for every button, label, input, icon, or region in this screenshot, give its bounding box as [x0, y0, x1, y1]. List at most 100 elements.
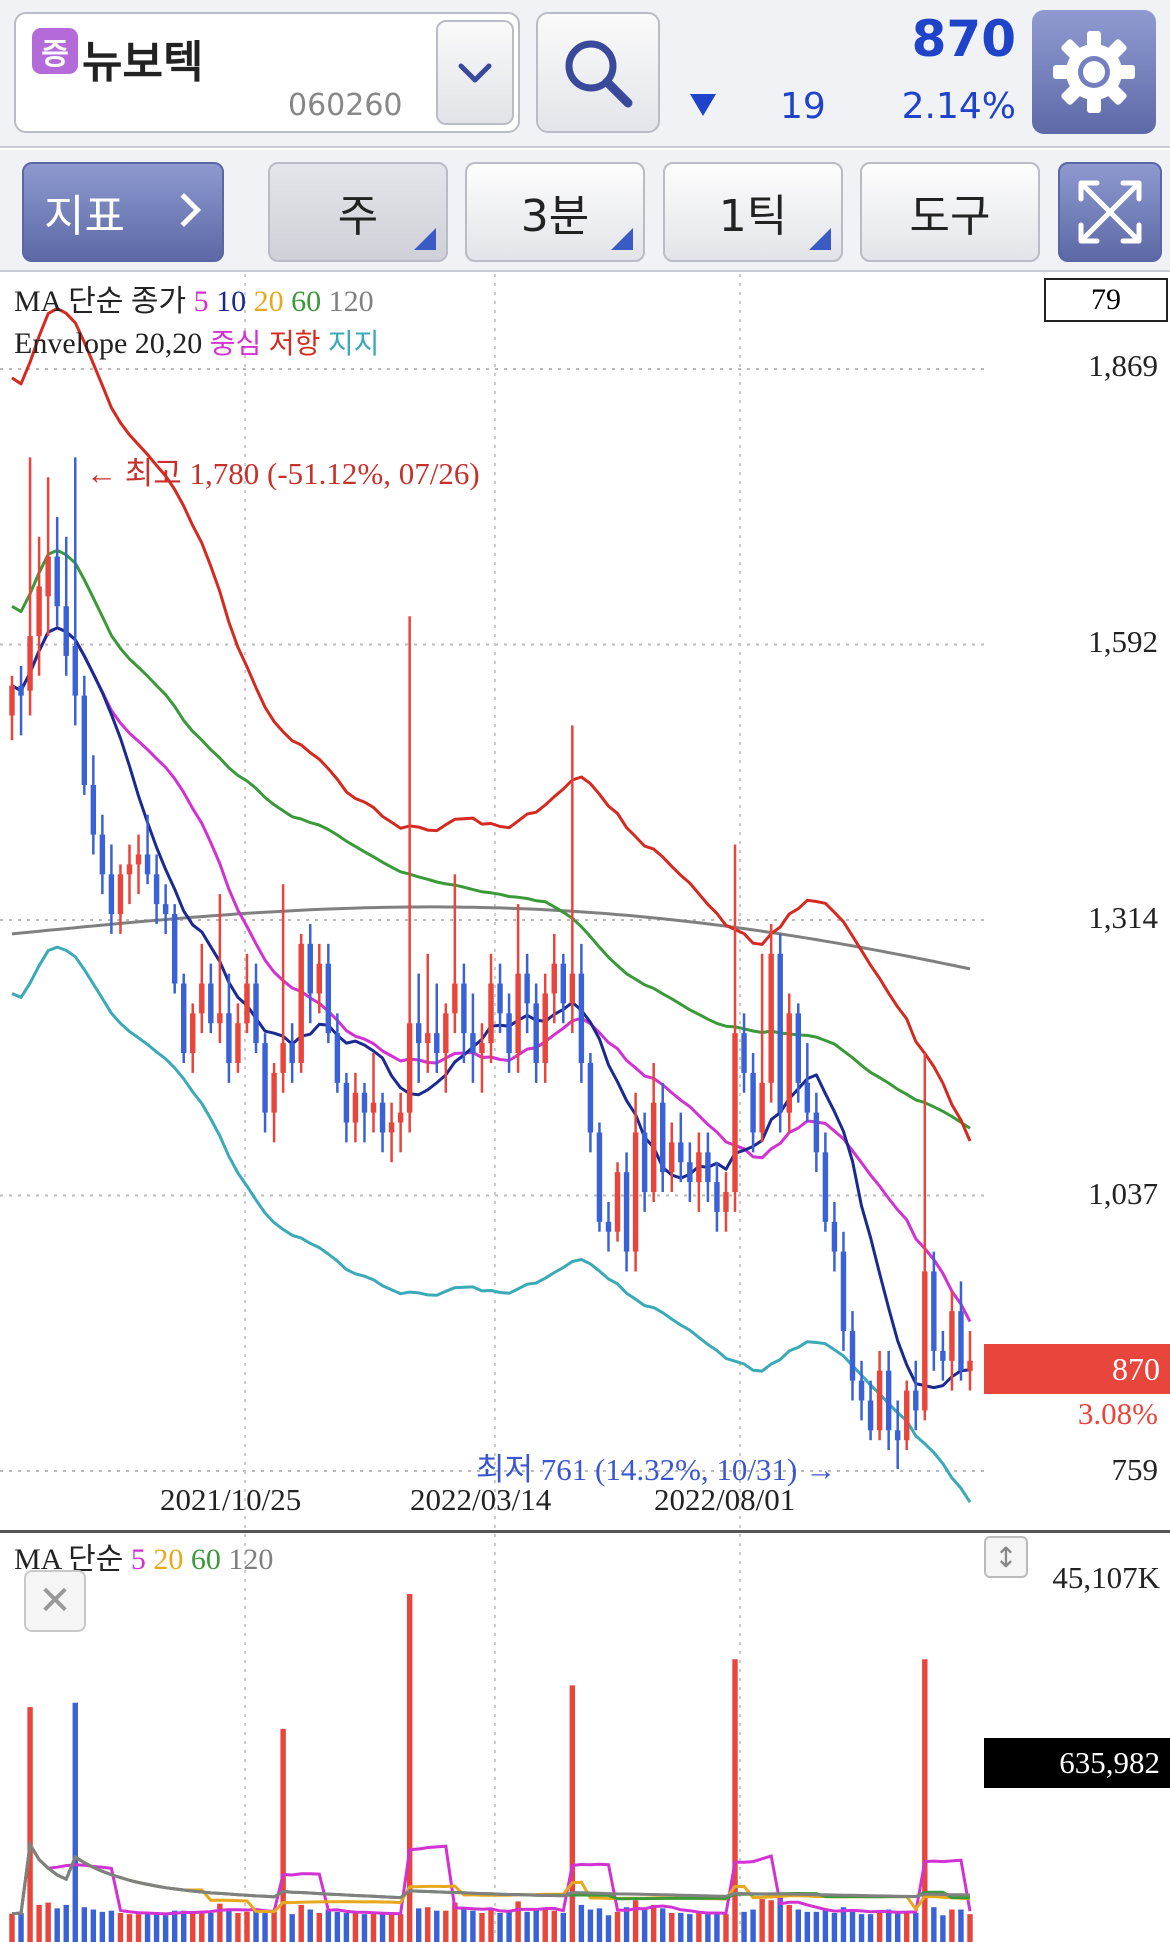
candle-body	[515, 973, 521, 1054]
candle-body	[768, 953, 774, 1083]
candle-body	[488, 983, 494, 1044]
candle-body	[45, 556, 51, 597]
period-week-button[interactable]: 주	[268, 162, 448, 262]
price-change: 19	[780, 86, 826, 127]
volume-bar	[759, 1899, 765, 1942]
candle-body	[967, 1360, 973, 1371]
candle-body	[687, 1162, 693, 1183]
period-minute-label: 3분	[520, 191, 590, 242]
volume-bar	[334, 1911, 341, 1942]
volume-bar	[370, 1911, 377, 1942]
volume-bar	[804, 1911, 811, 1942]
volume-bar	[542, 1908, 548, 1942]
settings-button[interactable]	[1032, 10, 1156, 134]
candle-body	[325, 963, 332, 1034]
dropdown-corner-icon	[414, 228, 436, 250]
candle-body	[632, 1132, 639, 1252]
candle-body	[831, 1221, 838, 1252]
volume-bar	[108, 1910, 115, 1942]
tools-button[interactable]: 도구	[860, 162, 1040, 262]
candle-body	[307, 943, 313, 994]
candle-body	[18, 685, 24, 696]
candle-body	[208, 983, 214, 1024]
volume-bar	[578, 1904, 585, 1942]
candle-body	[280, 1043, 286, 1073]
envelope-support-line	[11, 945, 972, 1504]
candle-body	[605, 1221, 612, 1232]
candle-body	[551, 963, 557, 994]
volume-bar	[27, 1707, 33, 1942]
ma20-label: 20	[253, 285, 284, 318]
candle-body	[90, 784, 97, 835]
current-price-marker: 870	[984, 1344, 1170, 1394]
x-tick-label: 2022/08/01	[654, 1482, 796, 1517]
volume-bar	[687, 1914, 693, 1942]
y-tick-label: 1,314	[1088, 900, 1158, 935]
indicator-button[interactable]: 지표	[22, 162, 224, 262]
candle-body	[569, 973, 576, 1004]
current-price: 870	[911, 10, 1016, 68]
candle-body	[117, 874, 124, 915]
candle-body	[506, 1013, 512, 1054]
volume-bar	[90, 1909, 97, 1942]
volume-bar	[515, 1901, 521, 1942]
candle-body	[397, 1112, 404, 1123]
y-tick-label: 759	[1111, 1452, 1159, 1487]
candle-body	[352, 1092, 359, 1123]
low-annotation: 최저 761 (14.32%, 10/31) →	[476, 1452, 837, 1487]
candle-body	[370, 1102, 377, 1113]
resize-panel-button[interactable]: ↕	[984, 1536, 1028, 1578]
candle-body	[587, 1062, 594, 1133]
fullscreen-button[interactable]	[1058, 162, 1162, 262]
candle-body	[289, 1043, 295, 1063]
stock-dropdown-button[interactable]	[436, 20, 514, 125]
candle-body	[885, 1370, 892, 1431]
volume-bar	[461, 1909, 467, 1942]
x-tick-label: 2022/03/14	[410, 1482, 552, 1517]
volume-bar	[488, 1908, 494, 1942]
panel-divider[interactable]	[0, 1530, 1170, 1533]
volume-bar	[289, 1914, 295, 1942]
volume-bar	[858, 1914, 865, 1942]
candle-body	[813, 1112, 820, 1153]
candle-body	[54, 556, 60, 607]
price-chart[interactable]	[0, 274, 1170, 1942]
volume-bar	[497, 1913, 503, 1942]
volume-bar	[786, 1904, 792, 1942]
candle-body	[958, 1311, 964, 1371]
candle-body	[795, 1013, 801, 1083]
volume-bar	[904, 1913, 910, 1942]
vma5-label: 5	[130, 1543, 146, 1576]
volume-bar	[750, 1909, 756, 1942]
candle-body	[316, 963, 322, 994]
volume-bar	[669, 1913, 675, 1942]
stock-selector[interactable]: 증 뉴보텍 060260	[14, 12, 520, 133]
volume-bar	[162, 1915, 169, 1942]
volume-bar	[533, 1909, 539, 1942]
chart-area[interactable]: MA 단순 종가 5 10 20 60 120 Envelope 20,20 중…	[0, 274, 1170, 1942]
candle-body	[904, 1390, 910, 1441]
volume-bar	[208, 1913, 214, 1942]
candle-body	[524, 973, 530, 1004]
candle-body	[750, 1072, 756, 1133]
period-minute-button[interactable]: 3분	[465, 162, 645, 262]
candle-body	[660, 1102, 666, 1173]
candle-body	[388, 1122, 395, 1133]
volume-bar	[181, 1910, 187, 1942]
indicator-label: 지표	[44, 191, 125, 242]
volume-current-marker: 635,982	[984, 1738, 1170, 1788]
close-panel-button[interactable]: ✕	[24, 1570, 86, 1632]
candle-body	[804, 1082, 811, 1113]
period-tick-button[interactable]: 1틱	[663, 162, 843, 262]
current-price-pct: 3.08%	[1077, 1396, 1158, 1431]
search-button[interactable]	[536, 12, 660, 133]
candle-body	[135, 854, 142, 865]
volume-bar	[72, 1702, 78, 1942]
chevron-right-icon	[167, 193, 201, 227]
candle-body	[696, 1152, 702, 1183]
volume-bar	[632, 1900, 639, 1942]
volume-bar	[443, 1910, 449, 1942]
gear-icon	[1053, 31, 1135, 113]
candle-body	[171, 914, 178, 984]
